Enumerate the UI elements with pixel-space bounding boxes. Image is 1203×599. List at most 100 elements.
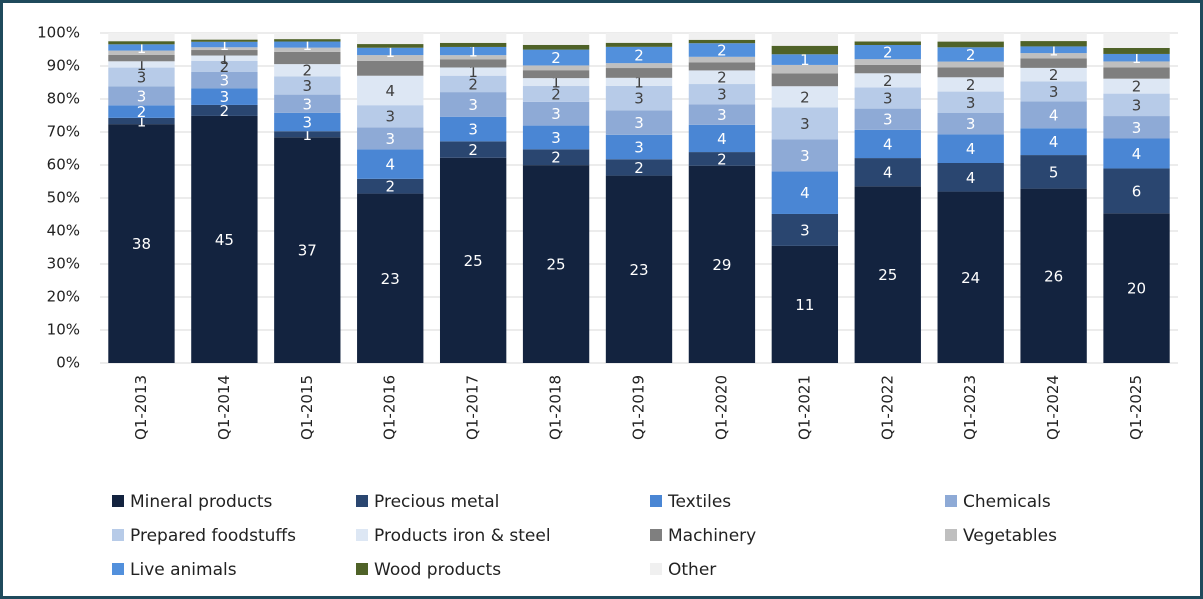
y-tick-label: 50% (47, 189, 80, 207)
bar-segment (688, 62, 756, 71)
data-label: 2 (220, 102, 230, 120)
bar-segment (522, 33, 590, 45)
bar-segment (854, 59, 921, 65)
data-label: 3 (1049, 83, 1059, 101)
bar-segment (439, 141, 507, 158)
bar-segment (108, 105, 175, 118)
data-label: 4 (385, 82, 395, 100)
data-label: 26 (1044, 267, 1063, 285)
data-label: 3 (303, 95, 313, 113)
y-tick-label: 80% (47, 90, 80, 108)
bar-segment (274, 94, 341, 113)
data-label: 25 (878, 266, 897, 284)
bar-segment (605, 68, 673, 78)
data-label: 6 (1132, 182, 1142, 200)
data-label: 25 (547, 256, 566, 274)
bar-segment (439, 33, 507, 43)
bar-segment (357, 149, 424, 179)
bar-segment (108, 41, 175, 45)
data-label: 11 (795, 296, 814, 314)
legend-swatch (112, 495, 124, 507)
bar-segment (274, 41, 341, 48)
bar-segment (357, 193, 424, 363)
y-tick-label: 20% (47, 288, 80, 306)
bar-segment (191, 39, 258, 42)
bar-segment (854, 33, 921, 42)
y-tick-label: 30% (47, 255, 80, 273)
bar-segment (191, 41, 258, 48)
bar-segment (854, 73, 921, 88)
legend-label: Machinery (668, 526, 756, 546)
data-label: 3 (634, 90, 644, 108)
y-tick-label: 0% (56, 354, 80, 372)
bar-segment (522, 86, 590, 102)
data-label: 1 (468, 43, 478, 61)
bar-segment (522, 78, 590, 87)
bar-segment (191, 33, 258, 40)
bar-segment (274, 112, 341, 132)
bar-segment (1020, 46, 1087, 54)
data-label: 38 (132, 235, 151, 253)
bar-segment (357, 55, 424, 61)
bar-segment (1103, 78, 1170, 94)
bar-segment (937, 67, 1004, 78)
bar-segment (1020, 67, 1087, 82)
data-label: 3 (717, 86, 727, 104)
bar-segment (605, 110, 673, 135)
data-label: 3 (385, 130, 395, 148)
y-tick-label: 60% (47, 156, 80, 174)
bar-segment (1020, 33, 1087, 42)
bar-segment (357, 75, 424, 106)
bar-segment (357, 60, 424, 76)
bar-segment (108, 117, 175, 125)
bar-segment (854, 64, 921, 74)
bar-segment (522, 49, 590, 66)
data-label: 3 (303, 114, 313, 132)
legend-label: Vegetables (963, 526, 1057, 546)
bar-segment (771, 64, 839, 74)
data-label: 3 (137, 69, 147, 87)
bar-segment (688, 165, 756, 363)
legend-swatch (356, 529, 368, 541)
data-label: 3 (883, 90, 893, 108)
bar-segment (1103, 213, 1170, 363)
data-label: 3 (385, 108, 395, 126)
legend-swatch (650, 495, 662, 507)
data-label: 5 (1049, 163, 1059, 181)
x-tick-label: Q1-2023 (961, 375, 979, 440)
bar-segment (1103, 53, 1170, 62)
data-label: 3 (220, 88, 230, 106)
data-label: 3 (1132, 119, 1142, 137)
data-label: 1 (137, 56, 147, 74)
bar-segment (771, 54, 839, 65)
data-label: 2 (468, 141, 478, 159)
bar-segment (605, 42, 673, 47)
data-label: 3 (551, 129, 561, 147)
legend-swatch (112, 563, 124, 575)
bar-segment (274, 47, 341, 52)
data-label: 2 (634, 159, 644, 177)
bar-segment (771, 33, 839, 46)
bar-segment (854, 186, 921, 363)
data-label: 1 (137, 113, 147, 131)
data-label: 2 (1132, 78, 1142, 96)
bar-segment (605, 134, 673, 160)
bar-segment (439, 157, 507, 363)
bar-segment (688, 70, 756, 85)
bar-segment (439, 92, 507, 117)
x-tick-label: Q1-2024 (1044, 375, 1062, 440)
bar-segment (854, 41, 921, 46)
bar-segment (1103, 93, 1170, 117)
bar-segment (274, 131, 341, 138)
bar-segment (191, 71, 258, 89)
bar-segment (605, 175, 673, 363)
data-label: 1 (137, 39, 147, 57)
bar-segment (688, 56, 756, 63)
bar-segment (1020, 155, 1087, 189)
bar-segment (274, 51, 341, 65)
data-label: 2 (717, 150, 727, 168)
data-label: 3 (551, 105, 561, 123)
bar-segment (688, 84, 756, 105)
bar-segment (937, 134, 1004, 163)
bar-segment (439, 42, 507, 47)
